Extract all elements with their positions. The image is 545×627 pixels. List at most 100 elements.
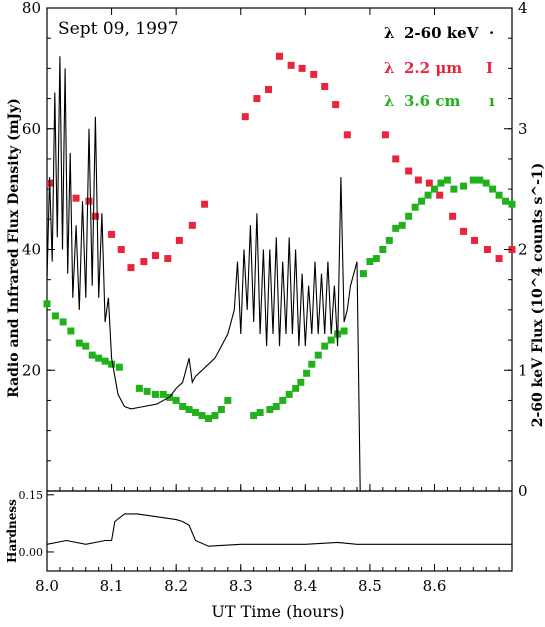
radio-3-6cm-point-25	[250, 412, 258, 420]
y-right-tick-label-2: 2	[518, 241, 528, 259]
legend-lambda-2: λ	[384, 59, 395, 77]
radio-3-6cm-point-14	[159, 390, 167, 398]
x-tick-label-6: 8.6	[423, 577, 447, 595]
radio-3-6cm-point-21	[204, 415, 212, 423]
radio-3-6cm-point-35	[314, 351, 322, 359]
ir-2-2um-point-1	[72, 194, 80, 202]
chart-ticks: 8.0 8.1 8.2 8.3 8.4 8.5 8.6 20 40 60 80 0 1 2 3 4 0.00 0.…	[19, 0, 528, 595]
radio-3-6cm-point-62	[508, 200, 516, 208]
radio-3-6cm-point-6	[88, 351, 96, 359]
y-axis-label-hardness: Hardness	[5, 499, 19, 563]
y-right-tick-label-0: 0	[518, 482, 528, 500]
ir-2-2um-point-22	[343, 131, 351, 139]
ir-2-2um-point-13	[241, 113, 249, 121]
ir-2-2um-point-25	[405, 167, 413, 175]
legend-marker-1: ·	[489, 24, 494, 42]
y-left-tick-label-2: 60	[22, 120, 41, 138]
radio-3-6cm-point-16	[172, 396, 180, 404]
legend-label-1: 2-60 keV	[404, 24, 479, 42]
y-axis-label-left: Radio and Infrared Flux Density (mJy)	[6, 98, 22, 398]
radio-3-6cm-point-20	[198, 412, 206, 420]
radio-3-6cm-point-47	[405, 212, 413, 220]
ir-2-2um-point-3	[91, 212, 99, 220]
legend-marker-3: ı	[489, 92, 495, 110]
ir-2-2um-point-8	[152, 252, 159, 260]
radio-3-6cm-point-37	[327, 336, 335, 344]
ir-2-2um-point-20	[321, 82, 329, 90]
radio-3-6cm-point-41	[366, 258, 374, 266]
ir-2-2um-point-26	[414, 176, 422, 184]
radio-3-6cm-point-49	[418, 197, 426, 205]
radio-3-6cm-point-55	[460, 182, 468, 190]
radio-3-6cm-point-42	[372, 255, 380, 263]
hardness-line	[46, 513, 512, 547]
ir-2-2um-point-19	[310, 70, 318, 78]
y-axis-label-right: 2-60 keV Flux (10^4 counts s^-1)	[530, 163, 545, 428]
legend-lambda-3: λ	[384, 92, 395, 110]
ir-2-2um-point-24	[392, 155, 400, 163]
radio-3-6cm-point-32	[297, 378, 305, 386]
y-left-tick-label-1: 40	[22, 241, 41, 259]
radio-3-6cm-point-56	[469, 176, 477, 184]
radio-3-6cm-point-48	[411, 203, 419, 211]
radio-3-6cm-point-24	[224, 396, 232, 404]
radio-3-6cm-point-10	[115, 363, 123, 371]
radio-3-6cm-point-57	[476, 176, 484, 184]
x-tick-label-5: 8.5	[358, 577, 382, 595]
ir-2-2um-point-2	[85, 197, 93, 205]
ir-2-2um-point-29	[449, 212, 457, 220]
radio-3-6cm-point-33	[303, 369, 311, 377]
hardness-tick-label-0: 0.00	[19, 546, 44, 559]
radio-3-6cm-point-12	[143, 387, 151, 395]
ir-2-2um-point-28	[436, 191, 444, 199]
radio-3-6cm-point-3	[67, 327, 75, 335]
radio-3-6cm-point-36	[321, 342, 329, 350]
ir-2-2um-point-31	[471, 236, 479, 244]
radio-3-6cm-point-60	[495, 191, 503, 199]
radio-3-6cm-point-59	[489, 185, 497, 193]
radio-3-6cm-point-30	[285, 390, 293, 398]
x-tick-label-2: 8.2	[164, 577, 188, 595]
radio-3-6cm-point-39	[340, 327, 348, 335]
ir-2-2um-point-15	[265, 86, 273, 94]
ir-2-2um-point-5	[117, 246, 125, 253]
ir-2-2um-point-7	[140, 258, 148, 266]
ir-2-2um-point-17	[287, 61, 295, 69]
hardness-plot-frame	[46, 490, 513, 572]
x-axis-label: UT Time (hours)	[211, 602, 344, 621]
chart-marks	[43, 52, 516, 547]
ir-2-2um-point-21	[332, 101, 340, 109]
ir-2-2um-point-9	[164, 255, 172, 263]
radio-3-6cm-point-9	[108, 360, 116, 368]
radio-3-6cm-point-40	[359, 270, 367, 278]
radio-3-6cm-point-54	[450, 185, 458, 193]
radio-3-6cm-point-11	[135, 384, 143, 392]
radio-3-6cm-point-23	[217, 405, 225, 413]
ir-2-2um-point-10	[175, 236, 183, 244]
radio-3-6cm-point-31	[292, 384, 300, 392]
radio-3-6cm-point-28	[272, 402, 280, 410]
radio-3-6cm-point-43	[379, 246, 387, 253]
x-tick-label-4: 8.4	[293, 577, 317, 595]
ir-2-2um-point-6	[127, 264, 135, 272]
legend-marker-2: I	[486, 59, 493, 77]
radio-3-6cm-point-17	[179, 402, 187, 410]
radio-3-6cm-point-19	[192, 409, 200, 417]
ir-2-2um-point-23	[381, 131, 389, 139]
ir-2-2um-point-30	[460, 227, 468, 235]
ir-2-2um-point-12	[201, 200, 209, 208]
radio-3-6cm-point-18	[185, 405, 193, 413]
radio-3-6cm-point-45	[392, 224, 400, 232]
radio-3-6cm-point-26	[256, 409, 264, 417]
ir-2-2um-point-33	[495, 255, 503, 263]
main-plot-frame	[46, 7, 513, 492]
xray-2-60kev-line	[46, 56, 512, 492]
radio-3-6cm-point-4	[75, 339, 83, 347]
x-tick-label-3: 8.3	[229, 577, 253, 595]
radio-3-6cm-point-2	[59, 318, 67, 326]
legend-label-3: 3.6 cm	[404, 92, 460, 110]
y-left-tick-label-3: 80	[22, 0, 41, 17]
legend-label-2: 2.2 μm	[404, 59, 462, 77]
hardness-tick-label-1: 0.15	[19, 489, 44, 502]
y-right-tick-label-1: 1	[518, 361, 528, 379]
